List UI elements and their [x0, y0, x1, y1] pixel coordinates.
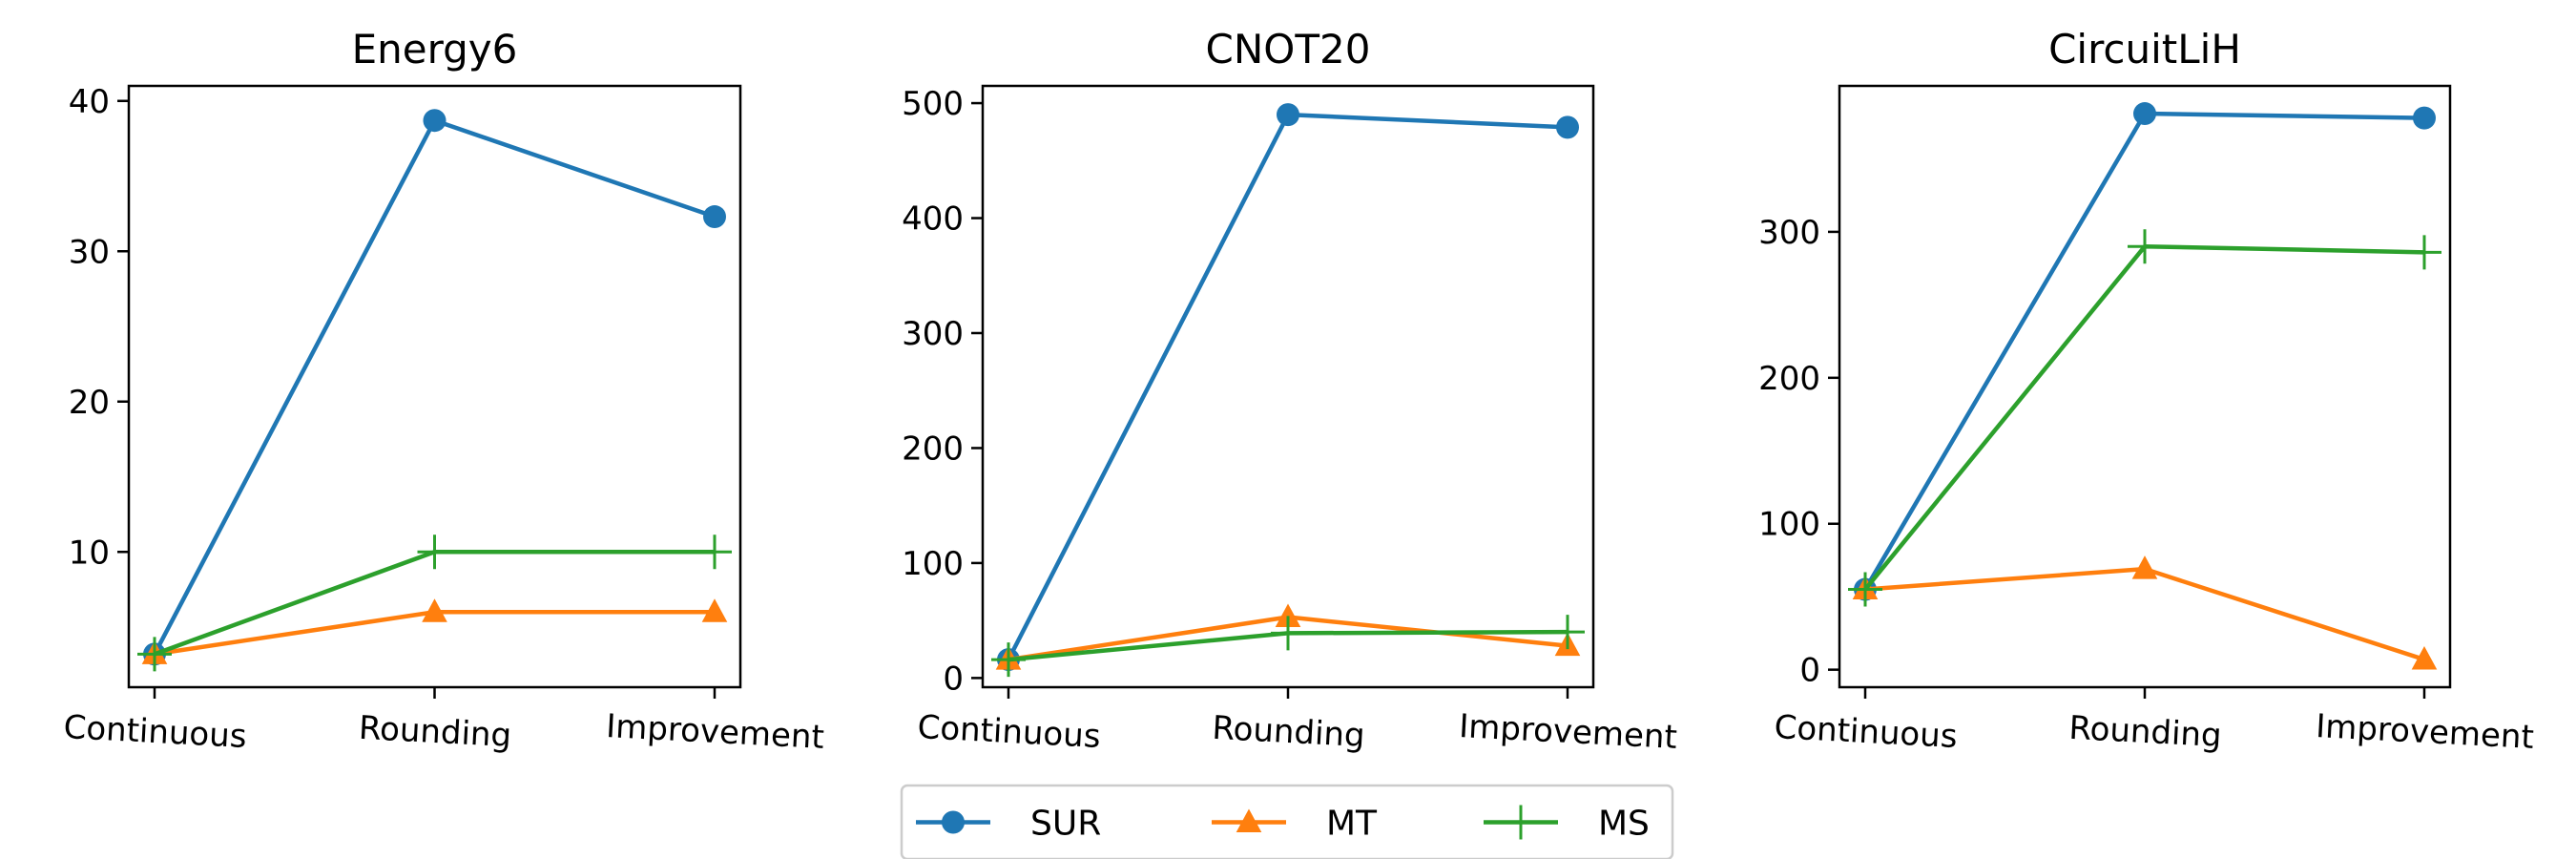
legend-entry-ms: MS [1484, 805, 1650, 844]
legend: SUR MT MS [900, 784, 1674, 859]
legend-marker [1504, 805, 1538, 840]
data-point [2407, 235, 2441, 270]
panel-title: CircuitLiH [2048, 26, 2241, 73]
x-tick-label: Continuous [63, 708, 248, 756]
x-tick-label: Rounding [1212, 709, 1366, 755]
legend-box [900, 784, 1674, 859]
series-ms [991, 615, 1585, 678]
data-point [2413, 106, 2436, 130]
data-point [422, 598, 447, 622]
panel-title: Energy6 [352, 26, 518, 73]
x-tick-label: Continuous [1774, 708, 1959, 756]
data-point [1275, 603, 1301, 628]
data-point [417, 534, 452, 570]
series-sur [997, 103, 1579, 672]
y-tick-label: 200 [902, 430, 964, 468]
series-mt [141, 598, 728, 664]
data-point [991, 642, 1026, 678]
y-tick-label: 40 [69, 83, 110, 121]
data-point [2131, 555, 2158, 579]
data-point [697, 534, 732, 570]
data-point [137, 637, 172, 672]
y-tick-label: 500 [902, 85, 964, 123]
plot-frame [981, 84, 1595, 689]
panel-cnot20: CNOT20 0 100 200 300 400 500 Continuous Rounding… [902, 26, 1678, 757]
panel-circuitlih: CircuitLiH 0 100 200 300 Continuous Rounding Im… [1758, 26, 2535, 757]
series-line [1006, 112, 1568, 661]
data-point [1277, 103, 1299, 127]
panel-energy6: Energy6 10 20 30 40 Continuous Rounding Improve… [63, 26, 825, 757]
data-point [1556, 115, 1579, 139]
data-point [701, 598, 728, 622]
x-tick-label: Improvement [1458, 707, 1678, 757]
data-point [703, 205, 726, 229]
data-point [2128, 229, 2162, 264]
series-line [1863, 243, 2425, 591]
series-line [153, 117, 716, 656]
data-point [1848, 572, 1882, 607]
plot-frame [1838, 84, 2452, 689]
legend-entry-mt: MT [1212, 805, 1378, 844]
series-sur [1854, 102, 2436, 601]
data-point [2411, 645, 2438, 670]
data-point [1550, 615, 1585, 650]
series-sur [143, 109, 726, 666]
y-tick-label: 200 [1758, 360, 1820, 398]
y-tick-label: 0 [1799, 652, 1820, 690]
x-tick-label: Rounding [2068, 709, 2223, 755]
data-point [2133, 102, 2156, 126]
y-tick-label: 30 [69, 233, 110, 271]
data-point [1271, 616, 1305, 651]
y-tick-label: 100 [1758, 506, 1820, 544]
data-point [423, 109, 447, 133]
y-tick-label: 10 [69, 534, 110, 572]
series-line [1864, 566, 2425, 662]
legend-label: MS [1598, 805, 1650, 844]
legend-marker [1236, 808, 1262, 832]
y-tick-label: 400 [902, 200, 964, 239]
y-tick-label: 300 [902, 315, 964, 353]
x-tick-label: Rounding [358, 709, 512, 755]
y-tick-label: 300 [1758, 214, 1820, 252]
plot-frame [127, 84, 742, 689]
series-ms [137, 534, 732, 672]
x-tick-label: Improvement [2315, 707, 2535, 757]
y-tick-label: 100 [902, 545, 964, 583]
y-tick-label: 20 [69, 384, 110, 422]
y-tick-label: 0 [943, 660, 964, 698]
legend-marker [942, 810, 965, 834]
series-ms [1848, 229, 2441, 607]
x-tick-label: Continuous [917, 708, 1102, 756]
legend-label: MT [1326, 805, 1378, 844]
panel-title: CNOT20 [1206, 26, 1371, 73]
x-tick-label: Improvement [605, 707, 825, 757]
legend-label: SUR [1030, 805, 1101, 844]
series-line [1863, 111, 2425, 591]
legend-entry-sur: SUR [916, 805, 1101, 844]
series-mt [1852, 555, 2438, 670]
